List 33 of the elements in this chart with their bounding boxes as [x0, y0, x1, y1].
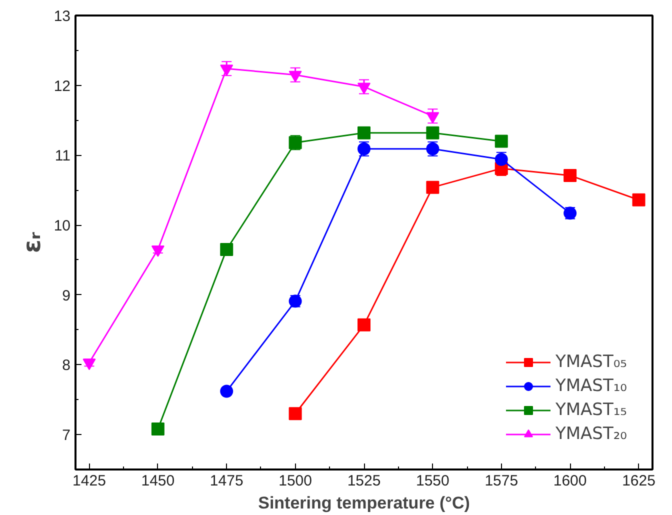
y-tick-label: 8 — [62, 357, 70, 374]
point — [358, 126, 370, 140]
x-tick-label: 1625 — [622, 472, 656, 490]
point — [426, 180, 440, 194]
y-tick-label: 7 — [62, 427, 70, 444]
y-tick-label: 13 — [54, 8, 71, 25]
legend-label: YMAST₀₅ — [556, 352, 627, 372]
y-axis-title: εᵣ — [18, 232, 46, 253]
point — [220, 384, 234, 398]
point — [151, 422, 164, 436]
x-tick-label: 1425 — [72, 472, 106, 490]
x-tick-label: 1475 — [210, 472, 244, 490]
y-tick-label: 12 — [54, 78, 71, 95]
x-tick-label: 1500 — [278, 472, 312, 490]
y-tick-label: 11 — [54, 148, 71, 165]
point — [632, 193, 646, 206]
x-tick-label: 1525 — [347, 472, 381, 490]
x-tick-label: 1450 — [141, 472, 175, 490]
y-tick-label: 9 — [62, 287, 70, 304]
legend-label: YMAST₁₅ — [556, 400, 627, 420]
legend-label: YMAST₂₀ — [556, 424, 627, 444]
point — [358, 318, 370, 332]
x-axis-title: Sintering temperature (°C) — [258, 494, 470, 512]
x-tick-label: 1600 — [553, 472, 587, 490]
point — [426, 126, 440, 140]
y-tick-label: 10 — [54, 218, 71, 235]
x-tick-label: 1575 — [484, 472, 518, 490]
point — [564, 168, 577, 182]
x-tick-label: 1550 — [416, 472, 450, 490]
legend-label: YMAST₁₀ — [556, 376, 627, 396]
point — [288, 407, 302, 420]
point — [494, 134, 508, 148]
point — [220, 242, 234, 256]
